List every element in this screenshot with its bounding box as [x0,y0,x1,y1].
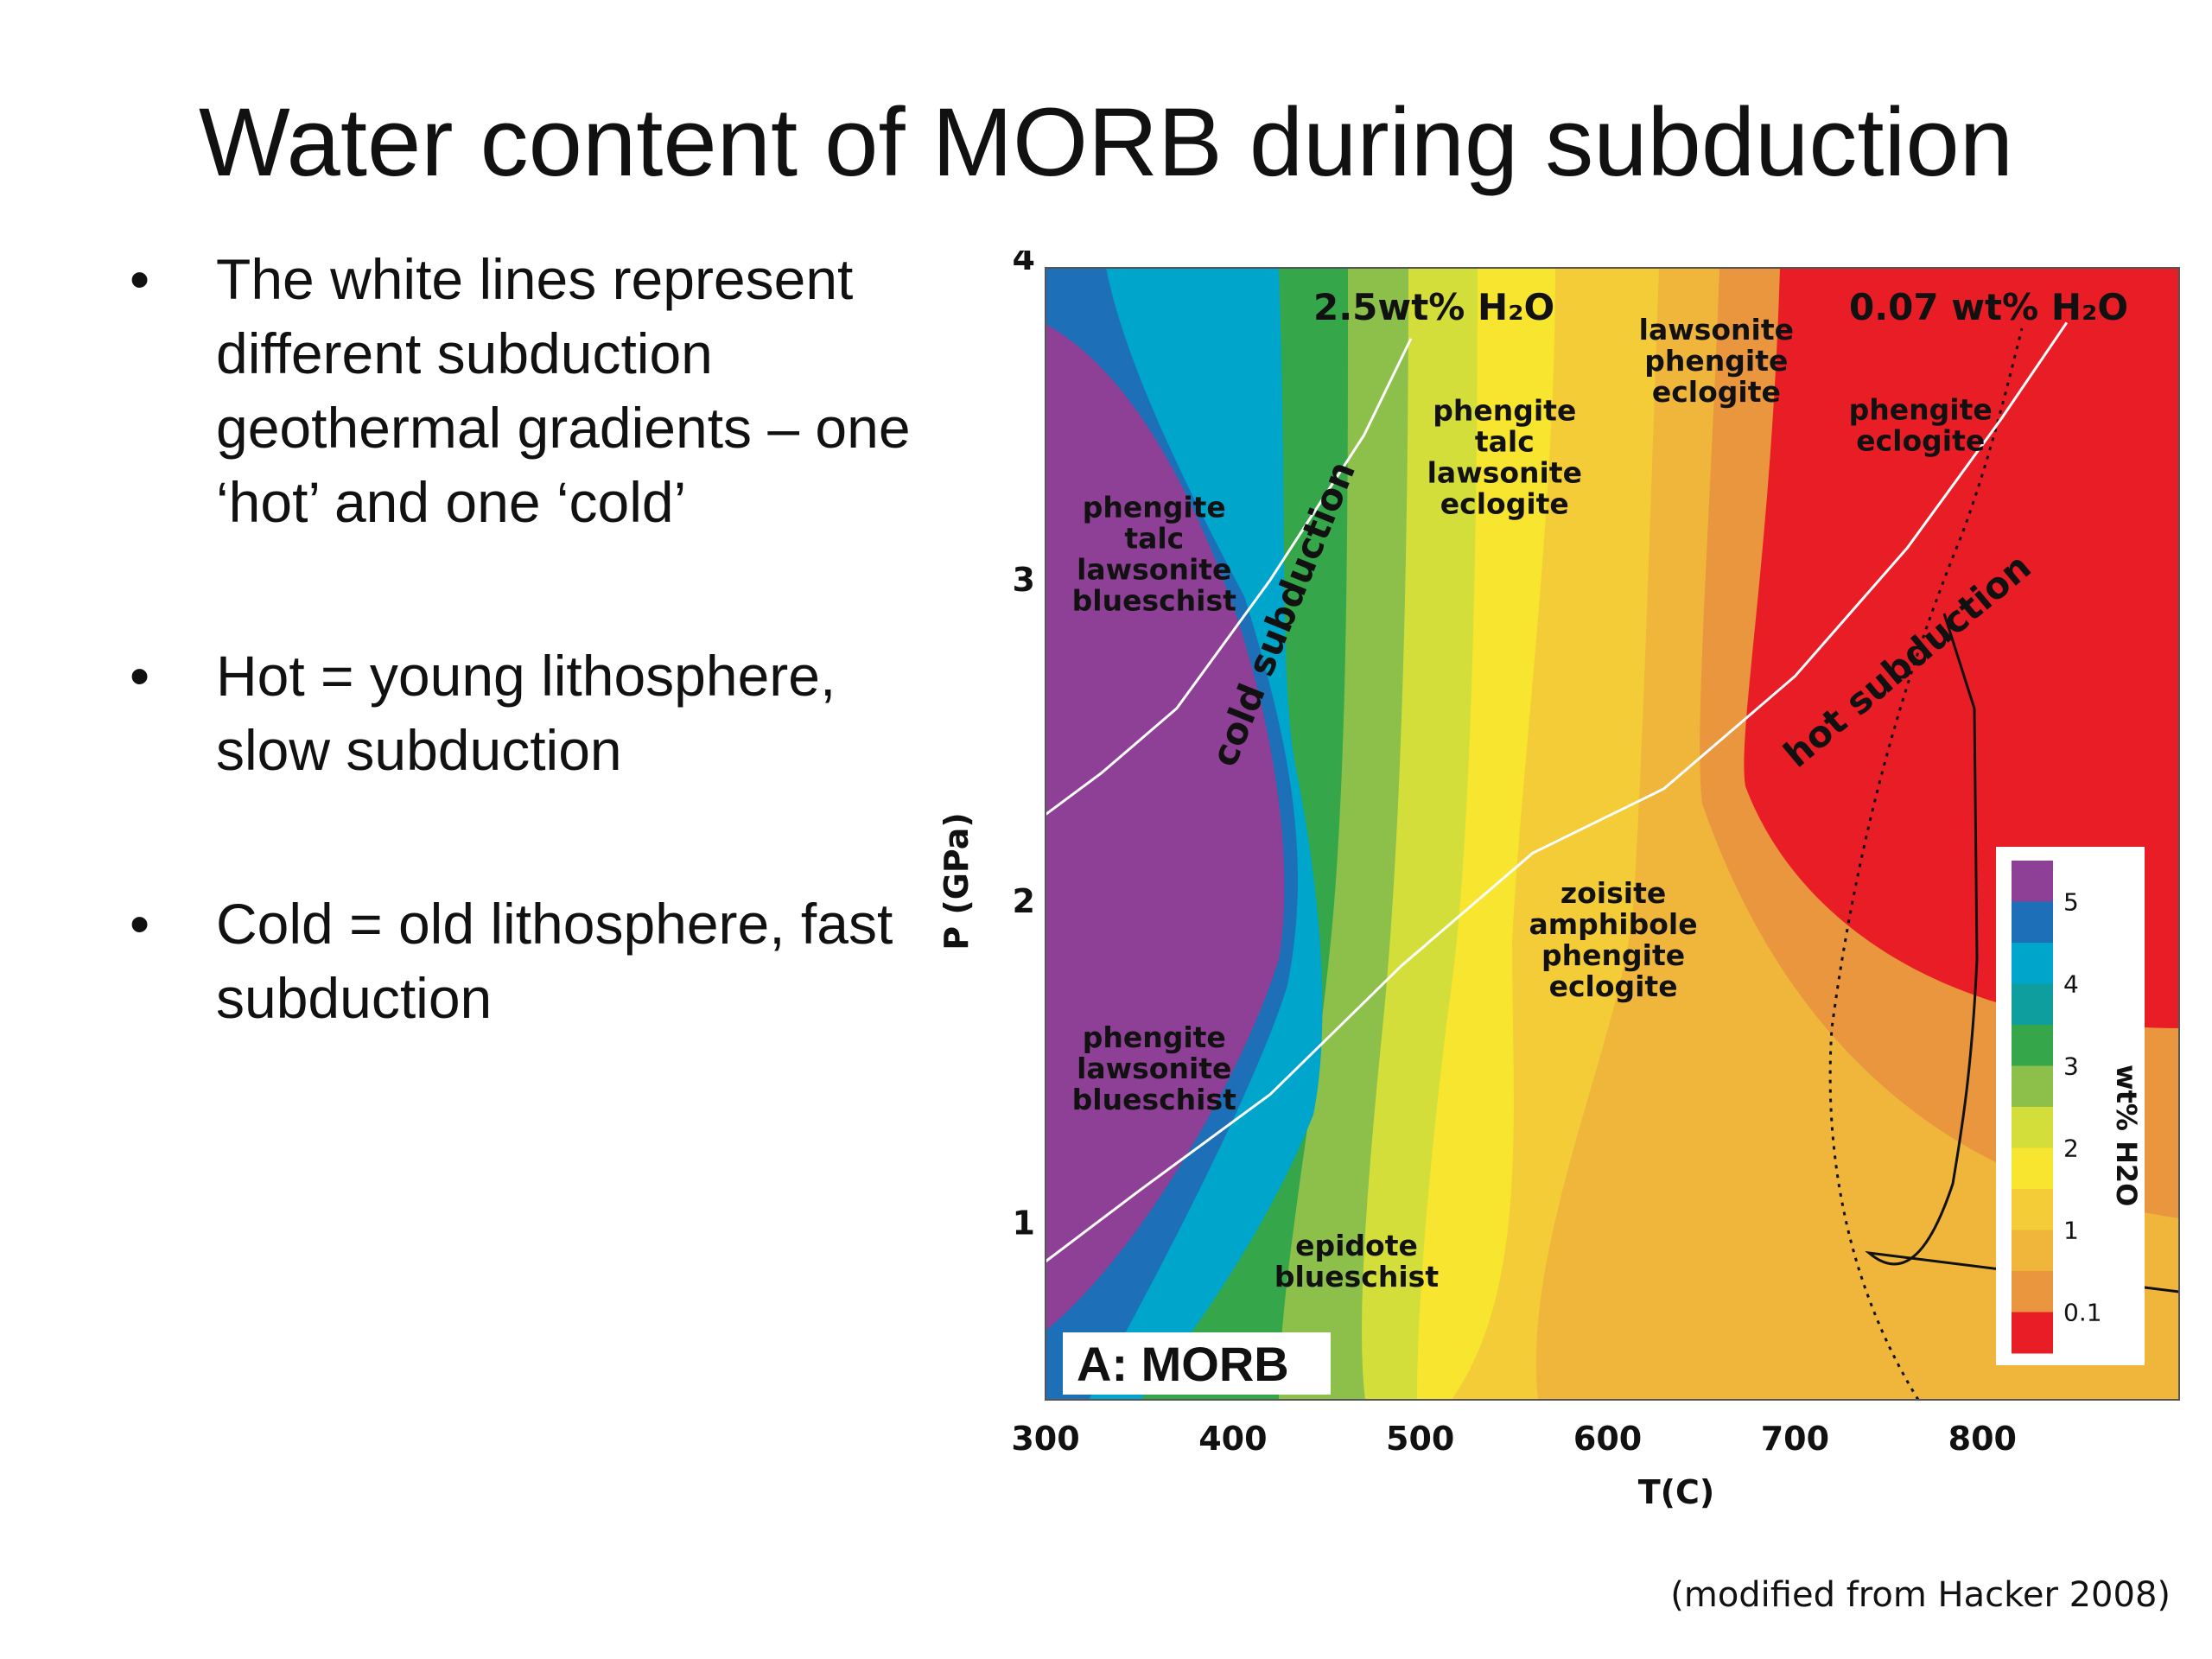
colorbar-swatch [2012,861,2053,902]
water-band-9 [1046,324,1285,1331]
y-tick-label: 4 [1013,251,1035,277]
colorbar-swatch [2012,1312,2053,1354]
solid-reaction-line [1865,613,2179,1294]
phase-field-word: lawsonite [1077,552,1231,586]
x-axis-label: T(C) [1638,1473,1715,1511]
phase-field-word: eclogite [1549,969,1678,1003]
phase-field-word: eclogite [1856,424,1985,458]
phase-field-label: phengite talc lawsonite blueschist [1072,490,1236,617]
phase-field-word: phengite [1083,1020,1226,1054]
y-tick-label: 3 [1013,561,1035,599]
phase-field-word: eclogite [1440,487,1569,521]
bullet-item: • Hot = young lithosphere, slow subductio… [130,639,925,787]
phase-field-word: phengite [1644,344,1788,378]
colorbar-tick-label: 0.1 [2063,1299,2102,1327]
phase-field-word: phengite [1541,938,1685,972]
colorbar-swatch [2012,1271,2053,1313]
x-tick-label: 500 [1386,1420,1454,1458]
phase-field-label: lawsonite phengite eclogite [1639,313,1794,409]
colorbar-swatch [2012,983,2053,1026]
phase-field-word: blueschist [1072,583,1236,617]
y-axis-label: P (GPa) [938,812,976,950]
cold-geotherm-line [1046,338,1413,816]
phase-field-label: zoisite amphibole phengite eclogite [1529,876,1698,1003]
phase-field-word: epidote [1295,1229,1418,1262]
bullet-marker: • [130,644,150,708]
phase-field-word: phengite [1849,393,1993,427]
phase-field-word: blueschist [1072,1083,1236,1116]
colorbar-tick-label: 4 [2063,970,2079,999]
bullet-item: • The white lines represent different sub… [130,242,925,539]
colorbar-label: wt% H2O [2110,1065,2143,1206]
colorbar-swatch [2012,1065,2053,1108]
phase-field-word: lawsonite [1427,456,1582,490]
phase-field-word: amphibole [1529,907,1698,941]
colorbar-tick-label: 1 [2063,1217,2079,1245]
bullet-marker: • [130,892,150,956]
colorbar-swatch [2012,1107,2053,1148]
bullet-marker: • [130,247,150,311]
water-content-bands [1046,268,2179,1400]
colorbar-swatch [2012,1230,2053,1272]
bullet-text: Cold = old lithosphere, fast subduction [216,892,893,1030]
bullet-text: The white lines represent different subd… [216,247,911,534]
y-axis-ticks: 1 2 3 4 [1013,251,1035,1242]
phase-field-word: eclogite [1652,375,1781,409]
x-tick-label: 700 [1761,1420,1829,1458]
bullet-item: • Cold = old lithosphere, fast subduction [130,887,925,1035]
phase-field-label: phengite talc lawsonite eclogite [1427,394,1582,521]
x-tick-label: 800 [1948,1420,2017,1458]
bullet-list: • The white lines represent different sub… [130,242,925,1135]
phase-field-word: phengite [1433,394,1576,428]
phase-field-word: blueschist [1274,1260,1439,1294]
panel-label-box [1063,1332,1331,1395]
phase-field-word: lawsonite [1077,1052,1231,1085]
colorbar-swatch [2012,943,2053,984]
panel-label: A: MORB [1077,1337,1289,1391]
colorbar-swatch [2012,1147,2053,1190]
slide-title: Water content of MORB during subduction [199,88,2013,196]
phase-field-word: phengite [1083,490,1226,524]
source-credit: (modified from Hacker 2008) [1670,1575,2171,1615]
x-tick-label: 300 [1011,1420,1079,1458]
y-tick-label: 2 [1013,882,1035,920]
colorbar-swatch [2012,1025,2053,1066]
phase-field-word: talc [1475,425,1535,459]
colorbar: 5 4 3 2 1 0.1 [2012,861,2102,1354]
plot-frame [1045,267,2180,1401]
phase-field-word: talc [1124,521,1184,555]
bullet-text: Hot = young lithosphere, slow subduction [216,644,836,782]
phase-field-word: zoisite [1560,876,1666,910]
low-contour-label: 2.5wt% H₂O [1313,286,1554,328]
y-tick-label: 1 [1013,1204,1035,1242]
x-tick-label: 600 [1573,1420,1642,1458]
phase-field-label: phengite lawsonite blueschist [1072,1020,1236,1116]
phase-field-label: epidote blueschist [1274,1229,1439,1294]
high-contour-label: 0.07 wt% H₂O [1849,286,2128,328]
hot-geotherm-line [1046,321,2069,1263]
x-tick-label: 400 [1198,1420,1267,1458]
colorbar-tick-label: 5 [2063,888,2079,917]
colorbar-tick-label: 3 [2063,1052,2079,1081]
phase-field-label: phengite eclogite [1849,393,1993,458]
phase-field-word: lawsonite [1639,313,1794,346]
colorbar-swatch [2012,901,2053,944]
x-axis-ticks: 300 400 500 600 700 800 [1011,1420,2017,1458]
colorbar-swatch [2012,1189,2053,1230]
colorbar-tick-label: 2 [2063,1135,2079,1163]
